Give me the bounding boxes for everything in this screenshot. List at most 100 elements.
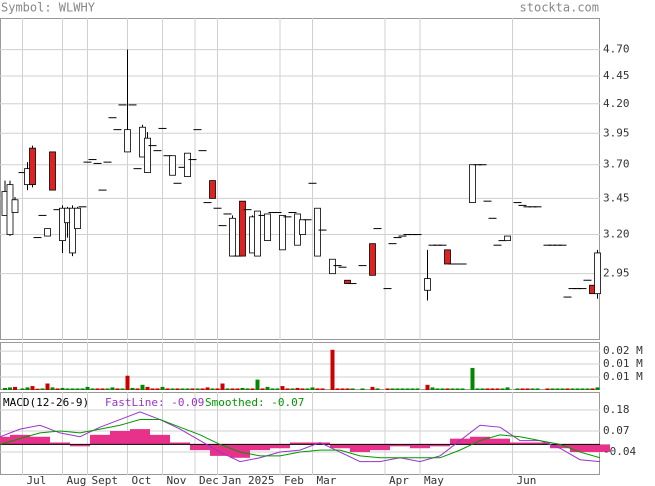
volume-bar [580,388,585,390]
macd-panel [0,392,600,475]
candle-body [469,164,476,203]
volume-bar [505,387,510,390]
candle-body [49,151,56,191]
macd-histogram-bar [110,431,130,445]
volume-bar [190,388,195,390]
candle-body [329,258,336,275]
volume-bar [35,388,40,390]
volume-bar [270,388,275,390]
y-tick-label: 0.01 M [603,370,643,383]
candle-body [209,180,216,199]
volume-bar [390,388,395,390]
volume-panel [0,342,600,390]
volume-bar [40,388,45,390]
volume-bar [575,388,580,390]
candle-body [254,210,261,257]
volume-bar [25,387,30,390]
y-tick-label: 3.20 [603,228,630,241]
volume-bar [70,388,75,390]
y-tick-label: 4.45 [603,69,630,82]
volume-bar [220,383,225,390]
volume-bar [210,388,215,390]
volume-bar [20,388,25,390]
volume-bar [50,387,55,390]
macd-histogram-bar [190,444,210,451]
volume-bar [415,388,420,390]
macd-histogram-bar [430,444,450,447]
volume-bar [360,388,365,390]
y-tick-label: 4.70 [603,43,630,56]
macd-histogram-bar [230,444,250,458]
volume-bar [320,388,325,390]
x-tick-label: Dec [199,474,219,486]
macd-histogram-bar [130,429,150,445]
volume-bar [305,388,310,390]
volume-bar [230,388,235,390]
candle-body [144,137,151,173]
candle-body [124,129,131,153]
macd-histogram-bar [590,444,610,453]
volume-bar [450,388,455,390]
candle-body [74,207,81,229]
macd-histogram-bar [290,442,310,445]
candle-body [69,207,76,254]
candle-body [444,249,451,265]
macd-histogram-bar [90,434,110,445]
volume-bar [120,388,125,390]
volume-bar [330,349,335,390]
volume-bar [8,387,12,390]
macd-histogram-bar [410,444,430,449]
volume-bar [205,387,210,390]
y-tick-label: 0.18 [603,403,630,416]
macd-histogram-bar [70,444,90,447]
volume-bar [375,388,380,390]
volume-bar [430,387,435,390]
volume-bar [195,388,200,390]
volume-bar [480,388,485,390]
volume-bar [135,388,140,390]
x-tick-label: Apr [389,474,409,486]
volume-bar [165,388,170,390]
volume-bar [570,388,575,390]
candle-body [59,207,66,242]
volume-bar [460,388,465,390]
volume-bar [565,388,570,390]
volume-bar [315,388,320,390]
candle-body [594,252,601,295]
volume-bar [550,388,555,390]
macd-histogram-bar [570,444,590,453]
volume-bar [105,388,110,390]
volume-bar [75,388,80,390]
candle-body [229,217,236,257]
macd-histogram-bar [270,444,290,449]
macd-histogram-bar [510,442,530,445]
volume-bar [3,387,7,390]
volume-bar [115,388,120,390]
volume-bar [255,379,260,390]
volume-bar [90,388,95,390]
candle-body [279,215,286,251]
candle-body [44,228,51,237]
volume-bar [555,388,560,390]
legend-fast: FastLine: -0.09 [105,396,204,409]
macd-histogram-bar [330,444,350,449]
volume-bar [495,388,500,390]
volume-bar [13,386,17,390]
volume-bar [545,388,550,390]
volume-bar [440,388,445,390]
macd-histogram-bar [550,444,570,449]
volume-bar [85,386,90,390]
volume-bar [155,388,160,390]
volume-bar [405,388,410,390]
marks [0,49,610,463]
volume-bar [560,388,565,390]
candle-body [29,147,36,186]
macd-histogram-bar [490,438,510,445]
volume-bar [445,388,450,390]
volume-bar [250,388,255,390]
x-tick-label: Jul [27,474,47,486]
candle-body [424,278,431,291]
volume-bar [45,383,50,390]
candle-body [264,213,271,242]
